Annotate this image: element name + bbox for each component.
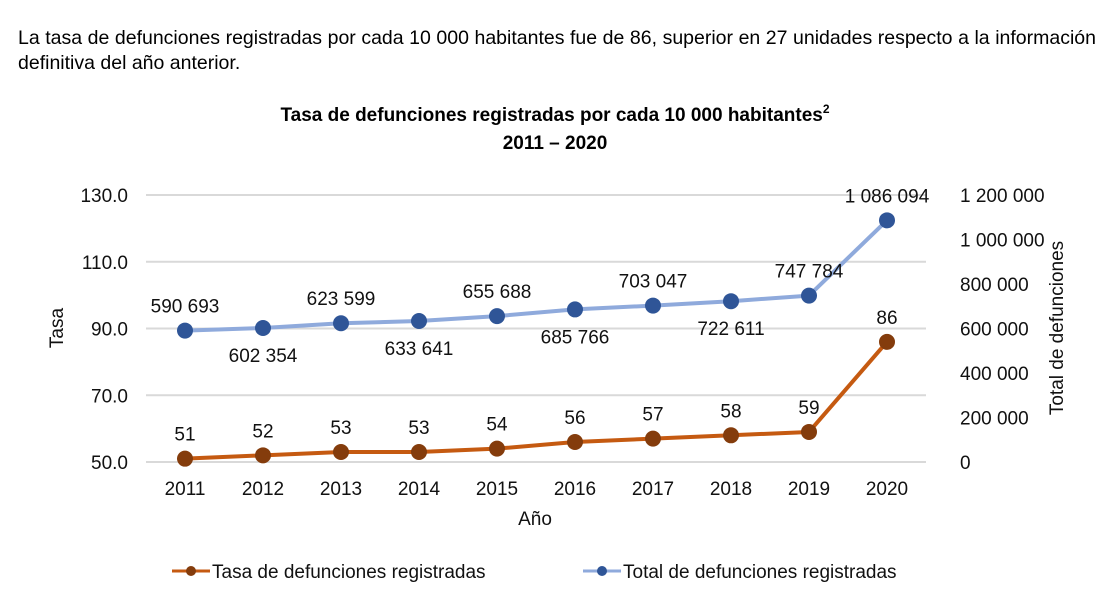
data-label: 602 354 <box>229 346 298 367</box>
legend-item-tasa[interactable]: Tasa de defunciones registradas <box>172 562 486 583</box>
data-label: 590 693 <box>151 297 220 318</box>
y-tick-label: 110.0 <box>82 253 128 274</box>
data-label: 623 599 <box>307 289 376 310</box>
data-point <box>645 297 661 314</box>
data-label: 58 <box>720 401 741 422</box>
data-label: 52 <box>252 421 273 442</box>
data-label: 59 <box>798 398 819 419</box>
data-point <box>333 443 349 460</box>
series-line <box>184 218 889 333</box>
y-tick-label: 70.0 <box>91 386 128 407</box>
data-point <box>723 293 739 310</box>
chart-title-superscript: 2 <box>823 102 830 116</box>
data-point <box>801 423 817 440</box>
data-point <box>723 427 739 444</box>
x-axis-label: Año <box>518 509 552 530</box>
x-tick-label: 2015 <box>476 479 518 500</box>
legend-marker-total <box>597 566 607 576</box>
series-line <box>184 340 889 461</box>
y2-tick-label: 1 000 000 <box>960 231 1045 252</box>
chart-subtitle: 2011 – 2020 <box>503 133 608 154</box>
x-tick-label: 2012 <box>242 479 284 500</box>
data-label: 51 <box>174 425 195 446</box>
y-axis-label: Tasa <box>47 308 68 349</box>
y2-tick-label: 600 000 <box>960 320 1029 341</box>
data-point <box>645 430 661 447</box>
chart-title-text: Tasa de defunciones registradas por cada… <box>280 105 822 126</box>
data-point <box>411 313 427 330</box>
data-point <box>879 333 895 350</box>
x-tick-label: 2013 <box>320 479 362 500</box>
y-tick-label: 50.0 <box>91 453 128 474</box>
data-label: 54 <box>486 415 508 436</box>
y2-axis-label: Total de defunciones <box>1047 241 1068 415</box>
data-point <box>567 433 583 450</box>
x-tick-label: 2020 <box>866 479 908 500</box>
series-total: 590 693 602 354 623 599 633 641 655 688 685 7… <box>151 186 930 367</box>
data-point <box>567 301 583 318</box>
y2-axis-ticks: 0 200 000 400 000 600 000 800 000 1 000 000 1 … <box>960 186 1045 474</box>
y2-tick-label: 800 000 <box>960 275 1029 296</box>
x-tick-label: 2019 <box>788 479 830 500</box>
x-tick-label: 2018 <box>710 479 752 500</box>
data-label: 56 <box>564 408 585 429</box>
legend-label-total: Total de defunciones registradas <box>623 562 897 583</box>
data-label: 86 <box>876 308 897 329</box>
data-label: 53 <box>408 418 429 439</box>
series-layer: 51 52 53 53 54 56 57 58 59 86 590 693 602 354 623 59… <box>151 186 930 467</box>
y2-tick-label: 0 <box>960 453 971 474</box>
data-label: 1 086 094 <box>845 186 930 207</box>
data-point <box>801 287 817 304</box>
y2-tick-label: 200 000 <box>960 409 1029 430</box>
data-point <box>177 322 193 339</box>
data-label: 747 784 <box>775 262 844 283</box>
y-axis-ticks: 50.0 70.0 90.0 110.0 130.0 <box>80 186 128 474</box>
chart-title: Tasa de defunciones registradas por cada… <box>280 102 829 126</box>
data-point <box>177 450 193 467</box>
data-point <box>333 315 349 332</box>
data-label: 685 766 <box>541 327 610 348</box>
x-tick-label: 2014 <box>398 479 441 500</box>
data-point <box>255 319 271 336</box>
data-label: 703 047 <box>619 272 688 293</box>
x-tick-label: 2011 <box>165 479 206 500</box>
legend-item-total[interactable]: Total de defunciones registradas <box>583 562 897 583</box>
data-label: 655 688 <box>463 282 532 303</box>
data-point <box>255 447 271 464</box>
y-tick-label: 130.0 <box>80 186 128 207</box>
y2-tick-label: 1 200 000 <box>960 186 1045 207</box>
data-point <box>489 308 505 325</box>
intro-paragraph: La tasa de defunciones registradas por c… <box>18 27 1096 74</box>
data-point <box>411 443 427 460</box>
x-tick-label: 2016 <box>554 479 596 500</box>
y-tick-label: 90.0 <box>91 320 128 341</box>
y2-tick-label: 400 000 <box>960 364 1029 385</box>
x-tick-label: 2017 <box>632 479 674 500</box>
series-tasa: 51 52 53 53 54 56 57 58 59 86 <box>174 308 898 467</box>
legend: Tasa de defunciones registradas Total de… <box>172 562 897 583</box>
x-axis-ticks: 2011 2012 2013 2014 2015 2016 2017 2018 2019 2020 <box>165 479 909 500</box>
legend-label-tasa: Tasa de defunciones registradas <box>212 562 486 583</box>
data-label: 57 <box>642 405 663 426</box>
data-point <box>879 212 895 229</box>
data-label: 722 611 <box>697 319 764 340</box>
data-label: 633 641 <box>385 339 454 360</box>
data-label: 53 <box>330 418 351 439</box>
data-point <box>489 440 505 457</box>
legend-marker-tasa <box>186 566 196 576</box>
